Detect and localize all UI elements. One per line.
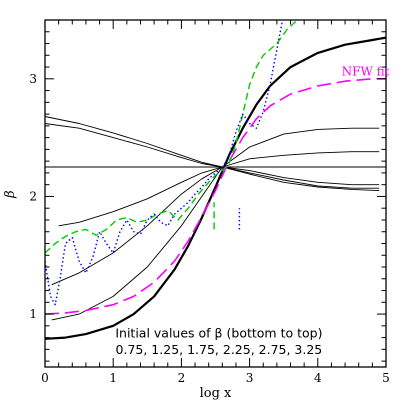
x-axis-label: log x	[200, 386, 232, 401]
annotation-line-2: 0.75, 1.25, 1.75, 2.25, 2.75, 3.25	[116, 342, 323, 357]
series-dotted-10	[45, 20, 284, 306]
series-thin-4	[45, 123, 380, 189]
tick-layer: 0 1 2 3 4 5 1 2 3	[29, 19, 390, 385]
x-tick-label: 3	[246, 371, 254, 385]
y-axis-label: β	[3, 190, 18, 199]
series-thin-5	[45, 116, 380, 192]
y-tick-label: 1	[29, 307, 37, 321]
series-dashed-8	[45, 20, 298, 254]
series-thin-2	[58, 166, 380, 227]
y-tick-label: 2	[29, 189, 37, 203]
annotation-line-1: Initial values of β (bottom to top)	[115, 326, 322, 341]
x-tick-label: 2	[178, 371, 186, 385]
x-tick-label: 5	[382, 371, 390, 385]
x-tick-label: 0	[41, 371, 49, 385]
series-thin-1	[51, 151, 380, 286]
y-tick-label: 3	[29, 72, 37, 86]
series-thin-0	[51, 127, 380, 321]
series-layer	[45, 20, 386, 340]
x-tick-label: 4	[314, 371, 322, 385]
x-tick-label: 1	[109, 371, 117, 385]
nfw-fit-label: NFW fit	[342, 64, 390, 78]
series-nfw-7	[45, 78, 386, 315]
plot-frame	[44, 19, 387, 368]
series-thick-6	[45, 36, 386, 340]
